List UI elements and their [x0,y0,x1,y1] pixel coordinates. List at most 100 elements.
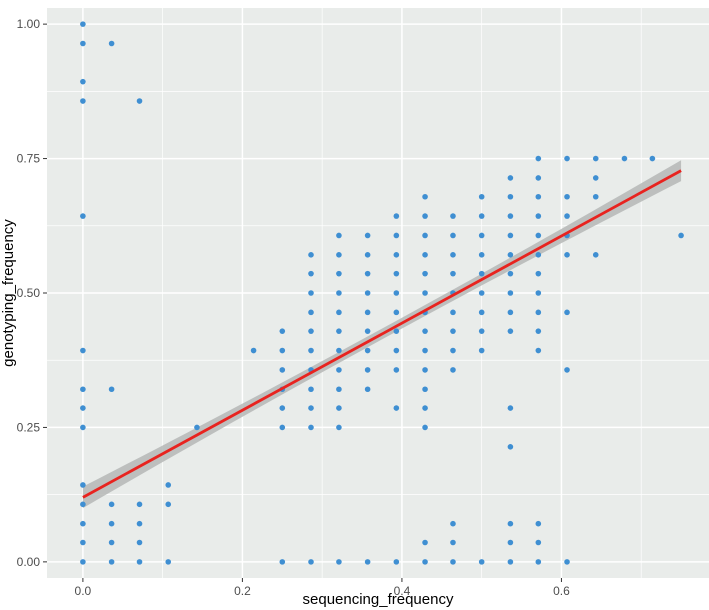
x-axis: 0.0 0.2 0.4 0.6 [75,578,570,598]
data-point [393,232,400,239]
data-point [450,367,456,373]
data-point [450,328,456,334]
data-point [364,559,371,565]
data-point [364,232,371,239]
data-point [478,559,485,565]
data-point [450,252,456,258]
data-point [478,347,485,354]
data-point [535,175,542,181]
data-point [564,193,570,200]
data-point [308,424,314,431]
data-point [279,367,286,373]
data-point [393,309,400,316]
x-axis-title: sequencing_frequency [303,591,454,608]
data-point [393,290,400,296]
data-point [308,347,314,354]
data-point [564,213,570,219]
data-point [393,328,400,334]
y-tick-label: 0.75 [17,152,41,166]
data-point [422,424,428,431]
data-point [80,98,86,104]
data-point [364,347,371,354]
data-point [80,40,86,47]
data-point [450,270,456,277]
data-point [507,270,514,277]
data-point [564,252,570,258]
data-point [308,559,314,565]
x-tick-label: 0.6 [553,584,570,598]
x-tick-label: 0.4 [394,584,411,598]
data-point [279,559,286,565]
data-point [535,155,542,162]
data-point [108,501,115,508]
data-point [364,252,371,258]
data-point [535,270,542,277]
data-point [450,309,456,316]
regression-line-path [82,169,682,499]
data-point [279,405,286,411]
data-point [364,367,371,373]
data-point [564,155,570,162]
data-point [478,328,485,334]
data-point [507,175,514,181]
data-point [507,520,514,527]
data-point [108,559,115,565]
data-point [478,309,485,316]
y-tick-label: 0.50 [17,286,41,300]
data-point [535,252,542,258]
data-point [507,252,514,258]
data-point [308,328,314,334]
regression-line [82,169,682,499]
data-point [308,405,314,411]
data-point [336,309,342,316]
data-point [336,367,342,373]
data-point [592,252,599,258]
y-tick-label: 1.00 [17,17,41,31]
data-point [80,559,86,565]
data-point [80,482,86,488]
data-point [165,482,172,488]
data-point [507,290,514,296]
data-point [507,539,514,546]
data-point [80,405,86,411]
data-point [535,520,542,527]
data-point [507,328,514,334]
data-point [108,520,115,527]
data-point [336,405,342,411]
data-point [507,443,514,450]
data-point [478,252,485,258]
data-point [478,193,485,200]
data-point [592,175,599,181]
data-point [450,347,456,354]
data-point [250,347,257,354]
data-point [308,309,314,316]
data-point [422,232,428,239]
data-point [564,559,570,565]
data-point [592,155,599,162]
data-point [108,539,115,546]
data-point [336,386,342,393]
data-point [678,232,684,239]
y-axis: 0.00 0.25 0.50 0.75 1.00 [17,17,47,569]
data-point [422,367,428,373]
data-point [422,193,428,200]
data-point [507,559,514,565]
data-point [393,405,400,411]
data-point [592,193,599,200]
data-point [393,213,400,219]
data-point [80,424,86,431]
data-point [336,232,342,239]
data-point [279,328,286,334]
data-point [422,559,428,565]
data-point [393,347,400,354]
data-point [364,270,371,277]
data-point [422,290,428,296]
data-point [535,309,542,316]
data-point [535,193,542,200]
data-point [478,213,485,219]
data-point [279,424,286,431]
data-points [80,21,684,565]
data-point [80,347,86,354]
y-tick-label: 0.25 [17,420,41,434]
